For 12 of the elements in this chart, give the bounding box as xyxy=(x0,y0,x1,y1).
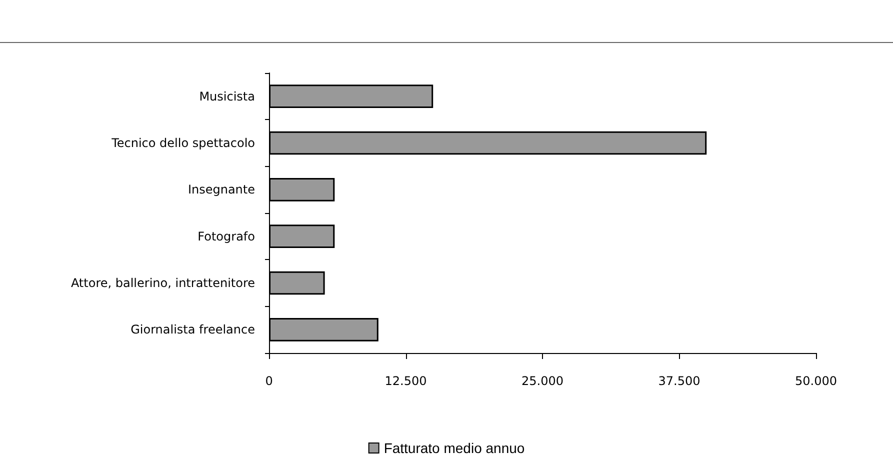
y-tick-label: Insegnante xyxy=(188,182,255,197)
y-tick-label: Giornalista freelance xyxy=(130,322,255,337)
legend-label: Fatturato medio annuo xyxy=(384,440,525,456)
y-tick-label: Tecnico dello spettacolo xyxy=(110,136,255,150)
x-tick-label: 50.000 xyxy=(795,374,837,388)
y-tick-label: Musicista xyxy=(199,89,255,104)
y-tick-label: Attore, ballerino, intrattenitore xyxy=(70,276,255,290)
x-tick-label: 37.500 xyxy=(658,374,700,388)
x-tick-label: 12.500 xyxy=(384,374,427,388)
x-tick-label: 0 xyxy=(265,374,273,388)
x-tick-label: 25.000 xyxy=(522,374,564,388)
y-tick-label: Fotografo xyxy=(198,229,255,244)
